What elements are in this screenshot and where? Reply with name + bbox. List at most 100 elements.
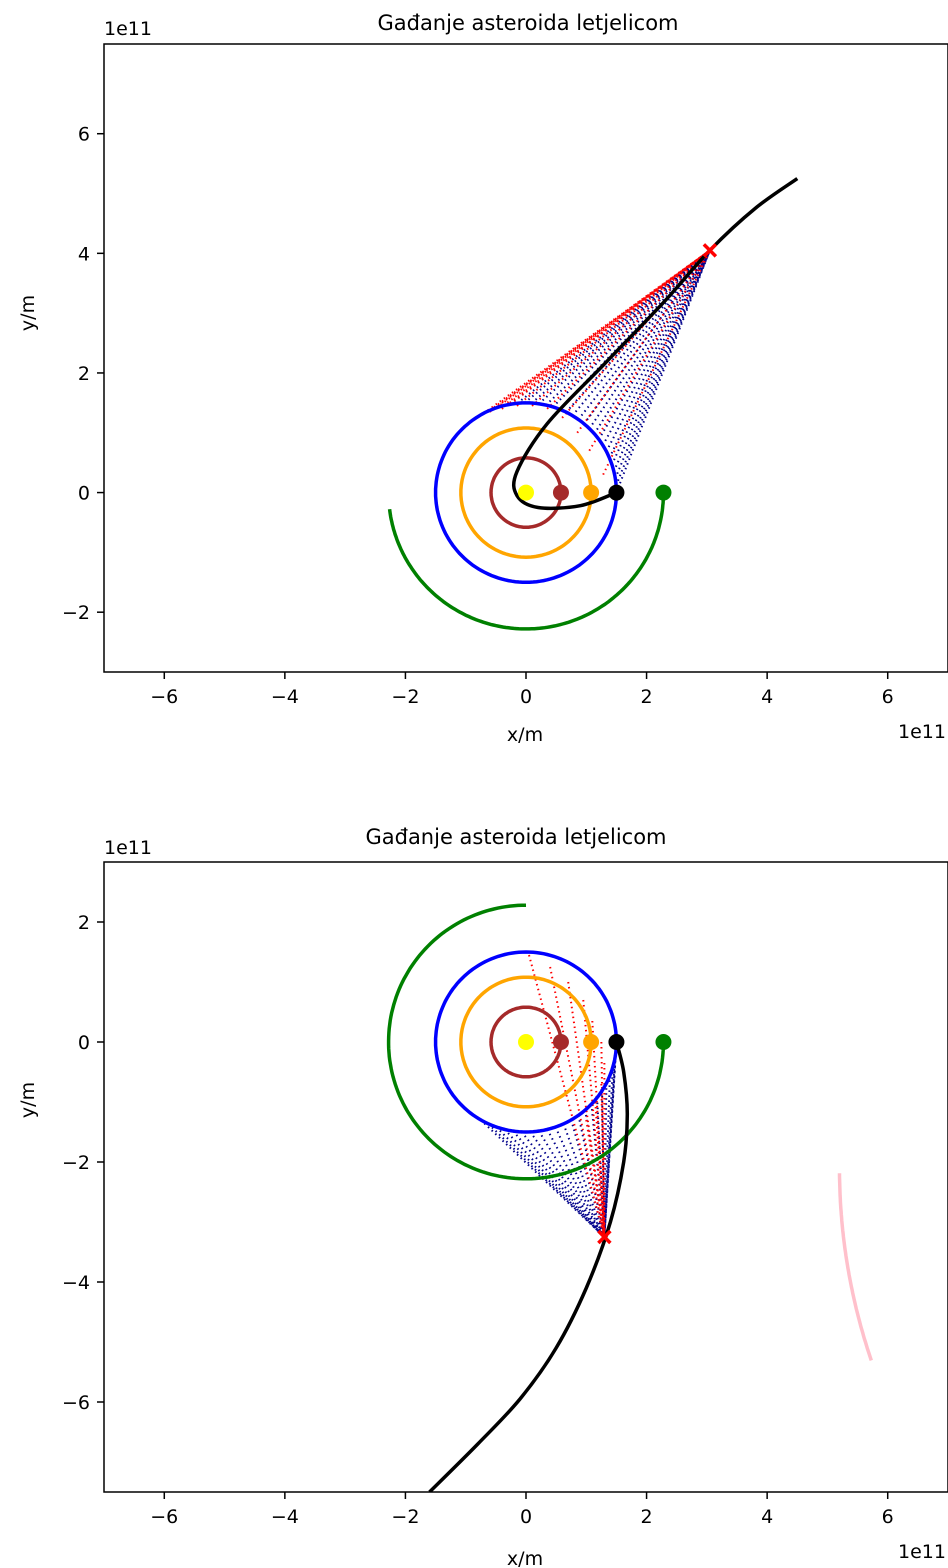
y-tick-label: 4 — [78, 243, 90, 265]
earth-sight-line — [487, 1123, 606, 1238]
earth-sight-line — [588, 249, 711, 430]
ticks: −6 −4 −2 0 2 4 6 −6 −4 −2 0 2 — [62, 912, 894, 1528]
probe-sight-line — [600, 1083, 606, 1238]
far-orbit-arc — [837, 1173, 873, 1361]
x-tick-label: −4 — [271, 1506, 299, 1528]
y-tick-label: −2 — [62, 1152, 90, 1174]
orbit — [459, 426, 593, 559]
asteroid-trajectory — [511, 177, 799, 511]
plot-area — [386, 903, 873, 1492]
body-marker — [552, 1034, 569, 1050]
orbit — [433, 401, 619, 585]
body-marker — [518, 1034, 534, 1050]
y-tick-label: 0 — [78, 483, 90, 505]
orbit — [433, 950, 619, 1134]
x-axis-label: x/m — [507, 1548, 543, 1568]
x-tick-label: −4 — [271, 686, 299, 708]
ticks: −6 −4 −2 0 2 4 6 −2 0 2 4 6 — [62, 124, 894, 708]
earth-sight-line — [614, 249, 711, 479]
body-marker — [583, 1034, 600, 1050]
x-tick-label: 6 — [882, 1506, 894, 1528]
y-tick-label: −6 — [62, 1392, 90, 1414]
x-offset-label: 1e11 — [898, 721, 946, 743]
asteroid-trajectory — [428, 1041, 630, 1492]
orbit — [489, 1005, 563, 1079]
earth-sight-line — [601, 249, 711, 446]
x-tick-label: −2 — [391, 1506, 419, 1528]
body-marker — [552, 484, 569, 501]
y-tick-label: 2 — [78, 912, 90, 934]
x-tick-label: 4 — [761, 1506, 773, 1528]
x-tick-label: 2 — [641, 686, 653, 708]
earth-sight-line — [603, 1083, 608, 1238]
earth-sight-line — [520, 1131, 606, 1238]
probe-sight-line — [602, 249, 711, 476]
probe-sight-lines — [482, 249, 711, 476]
impact-marker — [597, 1229, 612, 1245]
x-tick-label: 0 — [520, 686, 532, 708]
plot-area — [387, 177, 799, 631]
probe-sight-line — [591, 1020, 606, 1238]
earth-sight-line — [603, 1050, 618, 1238]
body-marker — [518, 484, 534, 501]
earth-sight-line — [605, 249, 711, 452]
earth-sight-line — [577, 249, 711, 421]
earth-sight-line — [593, 249, 711, 435]
axes-frame — [103, 43, 948, 673]
earth-sight-line — [615, 249, 711, 486]
orbit — [387, 492, 666, 631]
earth-sight-line — [495, 1126, 606, 1238]
y-tick-label: −2 — [62, 602, 90, 624]
earth-sight-line — [516, 249, 711, 405]
body-marker — [608, 484, 625, 501]
x-axis-label: x/m — [507, 724, 543, 746]
body-marker — [608, 1034, 625, 1050]
x-tick-label: 4 — [761, 686, 773, 708]
y-tick-label: 0 — [78, 1032, 90, 1054]
chart-bottom: Gađanje asteroida letjelicom 1e11 1e11 x… — [17, 825, 948, 1568]
earth-sight-line — [615, 249, 711, 493]
earth-sight-line — [562, 1123, 606, 1238]
probe-sight-lines — [528, 954, 606, 1238]
x-tick-label: −2 — [391, 686, 419, 708]
chart-top: Gađanje asteroida letjelicom 1e11 1e11 x… — [17, 11, 948, 746]
y-tick-label: 2 — [78, 363, 90, 385]
x-tick-label: −6 — [150, 686, 178, 708]
earth-sight-line — [603, 1075, 611, 1238]
probe-sight-line — [528, 954, 606, 1238]
earth-sight-line — [512, 1130, 606, 1238]
probe-sight-line — [576, 249, 711, 434]
earth-sight-line — [552, 249, 711, 408]
earth-sight-line — [596, 1097, 606, 1238]
x-offset-label: 1e11 — [898, 1541, 946, 1563]
y-tick-label: 6 — [78, 124, 90, 146]
x-tick-label: 2 — [641, 1506, 653, 1528]
earth-sight-line — [608, 249, 711, 459]
body-marker — [655, 1034, 672, 1050]
orbit — [459, 975, 593, 1109]
y-axis-label: y/m — [17, 295, 39, 331]
orbit — [386, 903, 666, 1181]
chart-title: Gađanje asteroida letjelicom — [377, 11, 678, 35]
earth-sight-line — [546, 1128, 606, 1238]
body-marker — [655, 484, 672, 501]
probe-sight-line — [549, 966, 606, 1238]
probe-sight-line — [495, 249, 711, 409]
impact-marker — [702, 243, 718, 258]
earth-sight-line — [538, 1130, 606, 1238]
x-tick-label: −6 — [150, 1506, 178, 1528]
x-tick-label: 6 — [882, 686, 894, 708]
earth-sight-line — [583, 249, 711, 425]
y-axis-label: y/m — [17, 1082, 39, 1118]
earth-sight-line — [523, 249, 711, 404]
earth-sight-line — [529, 1131, 606, 1238]
earth-sight-line — [554, 1126, 606, 1238]
probe-sight-line — [482, 249, 711, 415]
axes-frame — [103, 861, 948, 1493]
probe-sight-line — [489, 249, 711, 412]
earth-sight-line — [571, 249, 711, 417]
probe-sight-line — [588, 249, 711, 452]
body-marker — [583, 484, 600, 501]
orbit — [489, 456, 563, 530]
